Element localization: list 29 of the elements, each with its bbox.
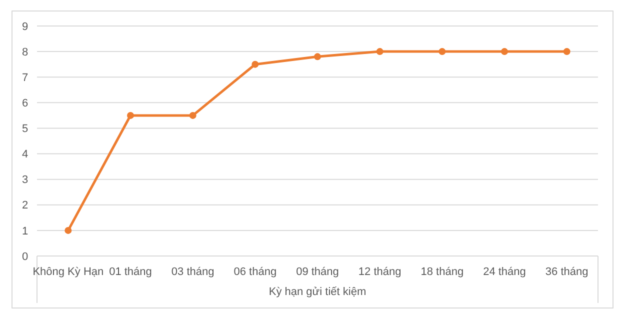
point (189, 112, 196, 119)
point (314, 53, 321, 60)
y-tick-label: 8 (22, 46, 28, 58)
point (563, 48, 570, 56)
x-tick-label: 12 tháng (358, 266, 402, 278)
y-tick-label: 7 (22, 72, 28, 84)
x-tick-label: 01 tháng (109, 266, 152, 278)
y-tick-label: 0 (22, 250, 28, 263)
x-axis-title: Kỳ hạn gửi tiết kiệm (268, 286, 366, 298)
point (501, 48, 508, 56)
point (64, 226, 72, 234)
y-tick-label: 9 (22, 20, 28, 33)
point (252, 60, 259, 68)
x-tick-label: 09 tháng (296, 266, 339, 278)
y-tick-label: 3 (22, 174, 28, 186)
x-tick-label: Không Kỳ Hạn (32, 266, 104, 278)
point (438, 48, 446, 56)
y-tick-label: 5 (22, 123, 28, 136)
point (127, 112, 134, 119)
y-tick-label: 6 (22, 98, 28, 110)
y-tick-label: 4 (22, 148, 28, 161)
x-tick-label: 24 tháng (483, 266, 526, 278)
x-tick-label: 03 tháng (171, 266, 214, 278)
y-tick-label: 2 (22, 200, 28, 212)
x-tick-label: 06 tháng (234, 266, 277, 278)
x-tick-label: 36 tháng (545, 266, 588, 278)
point (376, 48, 384, 56)
y-tick-label: 1 (22, 225, 28, 238)
x-tick-label: 18 tháng (420, 266, 464, 278)
